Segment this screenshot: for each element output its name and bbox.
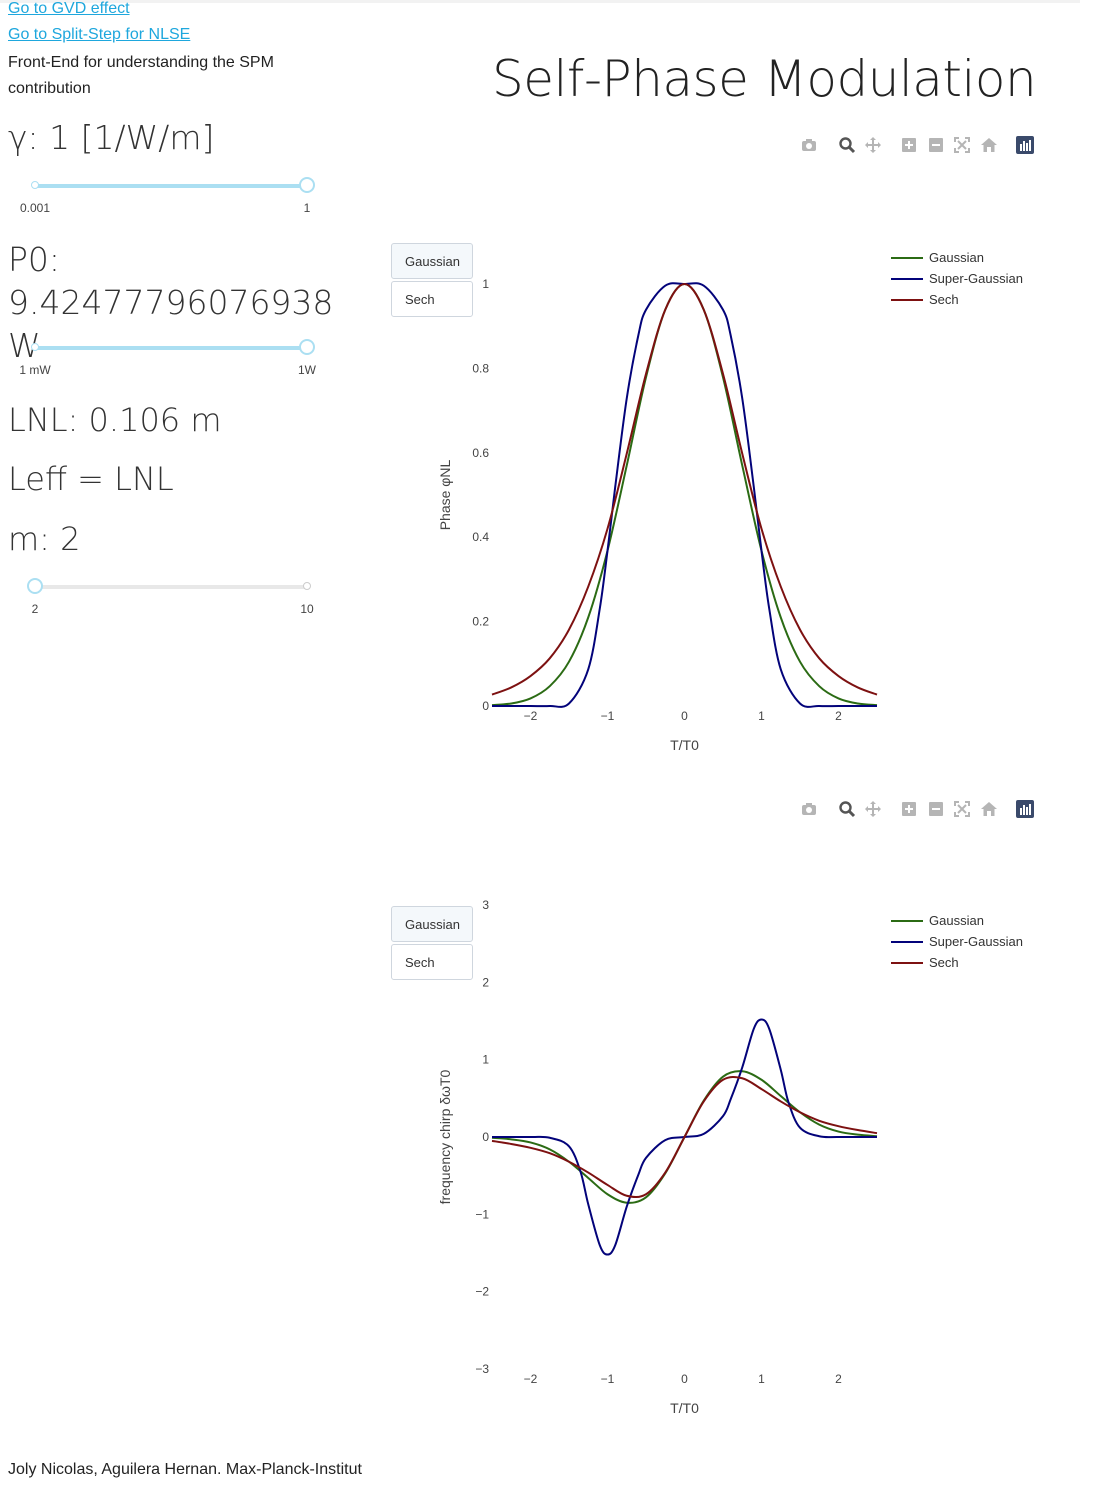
chirp-series-sech[interactable] [491,1075,878,1199]
phase-ytick-label: 0 [482,699,489,713]
phase-ytick-label: 0.6 [472,446,489,460]
gvd-link[interactable]: Go to GVD effect [8,0,130,17]
power-slider-min-dot [31,343,39,351]
splitstep-link[interactable]: Go to Split-Step for NLSE [8,26,191,43]
zoom-icon[interactable] [838,800,856,818]
m-label: m: 2 [8,520,81,558]
chirp-sech-button[interactable]: Sech [391,944,473,980]
zoom-out-icon[interactable] [927,800,945,818]
chirp-ytick-label: 3 [482,898,489,912]
footer-credits: Joly Nicolas, Aguilera Hernan. Max-Planc… [8,1461,362,1478]
chirp-xtick-label: 2 [835,1372,842,1386]
zoom-icon[interactable] [838,136,856,154]
chirp-legend-label[interactable]: Super-Gaussian [929,934,1023,949]
phase-y-axis-title: Phase φNL [437,460,453,531]
phase-xtick-label: 2 [835,709,842,723]
intro-text: Front-End for understanding the SPM cont… [8,54,274,97]
phase-series-sech[interactable] [491,282,878,696]
reset-axes-icon[interactable] [980,800,998,818]
chirp-ytick-label: 0 [482,1130,489,1144]
phase-chart[interactable]: −2 −1 0 1 2 0 0.2 0.4 0.6 0.8 1 T/T0 Phase φNL Gaussi… [0,0,1096,780]
chirp-ytick-label: 1 [482,1053,489,1067]
m-slider-max-dot [303,582,311,590]
gamma-slider-handle[interactable] [299,177,315,193]
zoom-out-icon[interactable] [927,136,945,154]
phase-xtick-label: 1 [758,709,765,723]
autoscale-icon[interactable] [953,136,971,154]
phase-ytick-label: 1 [482,277,489,291]
chirp-legend-label[interactable]: Sech [929,955,959,970]
plot-modebar-chirp [800,800,1040,820]
phase-sech-button[interactable]: Sech [391,281,473,317]
phase-legend-label[interactable]: Gaussian [929,250,984,265]
gamma-min-label: 0.001 [19,201,51,215]
phase-ytick-label: 0.2 [472,615,489,629]
phase-legend-label[interactable]: Sech [929,292,959,307]
chirp-ytick-label: −3 [475,1362,489,1376]
plotly-logo-icon[interactable] [1016,800,1034,818]
gamma-slider-min-dot [31,181,39,189]
phase-ytick-label: 0.4 [472,530,489,544]
chirp-ytick-label: 2 [482,975,489,989]
page-title: Self-Phase Modulation [492,50,1037,108]
chirp-xtick-label: −2 [524,1372,538,1386]
pan-icon[interactable] [864,136,882,154]
autoscale-icon[interactable] [953,800,971,818]
gamma-label: γ: 1 [1/W/m] [8,118,215,157]
phase-ytick-label: 0.8 [472,361,489,375]
top-divider [0,0,1080,3]
m-slider[interactable] [27,578,311,594]
power-slider-handle[interactable] [299,339,315,355]
power-max-label: 1W [298,363,316,377]
gamma-slider[interactable] [31,177,315,193]
chirp-chart[interactable]: −2 −1 0 1 2 −3 −2 −1 0 1 2 3 T/T0 frequency chirp δωT… [0,0,1096,1440]
phase-gaussian-button[interactable]: Gaussian [391,243,473,279]
chirp-ytick-label: −2 [475,1285,489,1299]
m-max-label: 10 [300,602,314,616]
chirp-x-axis-title: T/T0 [670,1400,699,1416]
camera-icon[interactable] [800,800,818,818]
plot-modebar-phase [800,136,1040,156]
zoom-in-icon[interactable] [900,136,918,154]
plotly-logo-icon[interactable] [1016,136,1034,154]
chirp-legend-label[interactable]: Gaussian [929,913,984,928]
gamma-max-label: 1 [303,201,311,215]
lnl-label: LNL: 0.106 m [8,401,222,439]
m-min-label: 2 [31,602,39,616]
phase-xtick-label: −2 [524,709,538,723]
reset-axes-icon[interactable] [980,136,998,154]
power-label: P0: 9.42477796076938 W [8,240,334,365]
camera-icon[interactable] [800,136,818,154]
chirp-xtick-label: −1 [601,1372,615,1386]
chirp-xtick-label: 0 [681,1372,688,1386]
gamma-slider-fill [35,184,307,188]
phase-xtick-label: 0 [681,709,688,723]
chirp-y-axis-title: frequency chirp δωT0 [437,1069,453,1204]
pan-icon[interactable] [864,800,882,818]
phase-xtick-label: −1 [601,709,615,723]
phase-legend-label[interactable]: Super-Gaussian [929,271,1023,286]
chirp-gaussian-button[interactable]: Gaussian [391,906,473,942]
chirp-ytick-label: −1 [475,1207,489,1221]
power-min-label: 1 mW [19,363,51,377]
power-slider[interactable] [31,339,315,355]
phase-x-axis-title: T/T0 [670,737,699,753]
chirp-xtick-label: 1 [758,1372,765,1386]
m-slider-handle[interactable] [27,578,43,594]
zoom-in-icon[interactable] [900,800,918,818]
leff-label: Leff = LNL [8,460,174,498]
power-slider-fill [35,346,307,350]
